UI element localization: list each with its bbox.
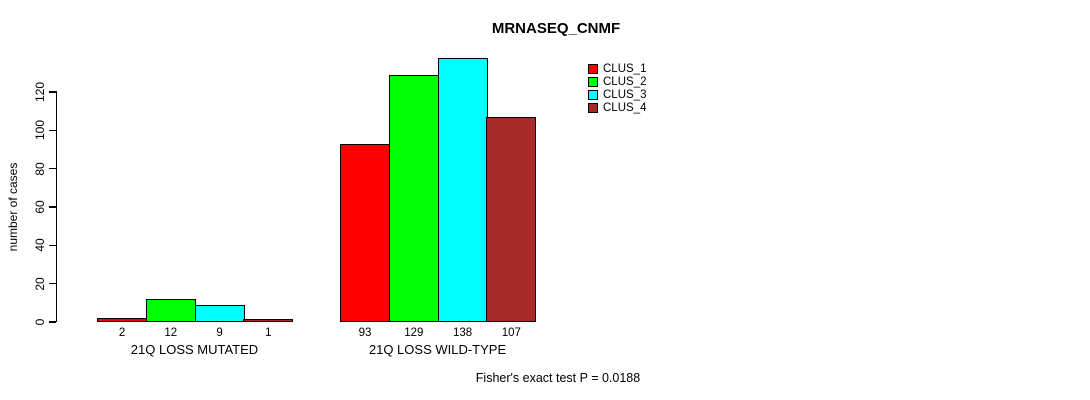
bar-value-label: 107 bbox=[501, 327, 521, 339]
bar-value-label: 93 bbox=[358, 327, 372, 339]
legend-color-swatch bbox=[588, 103, 598, 114]
legend-item-label: CLUS_4 bbox=[603, 102, 647, 115]
y-axis-tick-label: 100 bbox=[33, 120, 47, 141]
y-axis-tick-label: 80 bbox=[33, 161, 47, 176]
bar-clus_2-wildtype bbox=[388, 74, 439, 322]
legend-color-swatch bbox=[588, 76, 598, 87]
chart-title: MRNASEQ_CNMF bbox=[491, 20, 621, 37]
legend-color-swatch bbox=[588, 89, 598, 100]
y-axis-tick-label: 60 bbox=[33, 200, 47, 214]
y-axis-title: number of cases bbox=[6, 162, 20, 252]
bar-clus_4-mutated bbox=[243, 319, 294, 322]
y-axis-tick bbox=[48, 206, 56, 208]
legend-item-label: CLUS_3 bbox=[603, 88, 647, 101]
y-axis-tick bbox=[48, 321, 56, 323]
bar-value-label: 9 bbox=[216, 327, 223, 339]
bar-clus_3-mutated bbox=[194, 304, 245, 322]
y-axis-tick bbox=[48, 282, 56, 285]
y-axis-tick bbox=[48, 167, 56, 170]
bar-value-label: 1 bbox=[265, 327, 272, 339]
y-axis-tick-label: 0 bbox=[33, 318, 47, 326]
bar-value-label: 129 bbox=[404, 327, 424, 339]
y-axis-tick-label: 120 bbox=[33, 81, 47, 103]
y-axis-tick-label: 20 bbox=[33, 276, 47, 291]
bar-value-label: 2 bbox=[118, 327, 126, 339]
legend-item-label: CLUS_2 bbox=[603, 75, 647, 88]
legend-item: CLUS_3 bbox=[588, 88, 646, 101]
legend-item-label: CLUS_1 bbox=[603, 62, 647, 75]
x-category-label-wildtype: 21Q LOSS WILD-TYPE bbox=[368, 342, 507, 357]
bar-clus_1-mutated bbox=[97, 318, 148, 322]
legend: CLUS_1 CLUS_2 CLUS_3 CLUS_4 bbox=[588, 62, 646, 115]
bar-clus_3-wildtype bbox=[437, 57, 488, 322]
bar-value-label: 12 bbox=[164, 327, 178, 339]
x-category-label-mutated: 21Q LOSS MUTATED bbox=[130, 342, 259, 357]
legend-item: CLUS_1 bbox=[588, 62, 646, 75]
bar-clus_4-wildtype bbox=[486, 116, 537, 322]
bar-clus_1-wildtype bbox=[340, 143, 391, 322]
y-axis-tick bbox=[48, 244, 56, 247]
legend-item: CLUS_4 bbox=[588, 102, 646, 115]
bar-value-label: 138 bbox=[452, 327, 473, 339]
legend-item: CLUS_2 bbox=[588, 75, 646, 88]
y-axis-tick bbox=[48, 91, 56, 93]
fisher-test-annotation: Fisher's exact test P = 0.0188 bbox=[475, 371, 641, 385]
bar-clus_2-mutated bbox=[145, 299, 196, 322]
y-axis-tick-label: 40 bbox=[33, 238, 47, 253]
y-axis-line bbox=[55, 91, 57, 323]
legend-color-swatch bbox=[588, 63, 598, 74]
y-axis-tick bbox=[48, 129, 56, 132]
